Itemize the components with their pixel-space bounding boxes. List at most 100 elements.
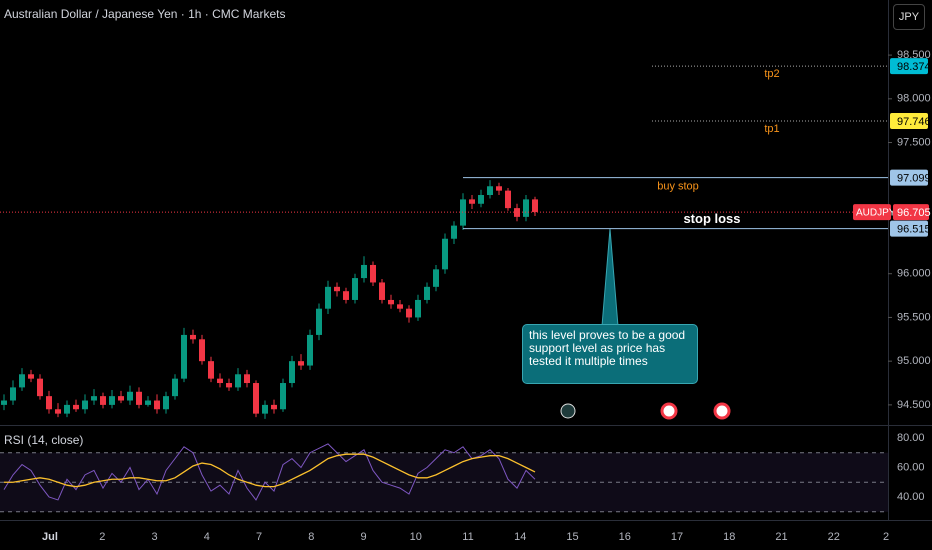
candle-body bbox=[82, 400, 88, 410]
x-tick-label: 21 bbox=[775, 531, 787, 543]
candle-body bbox=[37, 378, 43, 397]
x-tick-label: 14 bbox=[514, 531, 526, 543]
level-tag-label: 98.374 bbox=[897, 61, 931, 73]
candle-body bbox=[55, 409, 61, 414]
candle-body bbox=[388, 299, 394, 305]
candle-body bbox=[253, 383, 259, 414]
level-tag-label: 97.746 bbox=[897, 116, 931, 128]
x-tick-label: 3 bbox=[151, 531, 157, 543]
candle-body bbox=[235, 374, 241, 388]
candle-body bbox=[307, 334, 313, 366]
candle-body bbox=[496, 186, 502, 191]
rsi-tick-label: 80.00 bbox=[897, 432, 925, 444]
candle-body bbox=[397, 304, 403, 309]
candle-body bbox=[10, 387, 16, 401]
candle-body bbox=[64, 404, 70, 414]
x-tick-label: 22 bbox=[828, 531, 840, 543]
candle-body bbox=[91, 396, 97, 401]
candle-body bbox=[316, 308, 322, 335]
candle-body bbox=[361, 264, 367, 279]
level-label: buy stop bbox=[657, 181, 699, 193]
candle-body bbox=[163, 396, 169, 410]
candle-body bbox=[289, 361, 295, 384]
rsi-title: RSI (14, close) bbox=[4, 433, 83, 447]
symbol-tag-label: AUDJPY bbox=[856, 208, 896, 219]
x-tick-label: 15 bbox=[566, 531, 578, 543]
candle-body bbox=[73, 404, 79, 410]
event-icons bbox=[560, 402, 731, 420]
candle-body bbox=[199, 339, 205, 362]
x-tick-label: 2 bbox=[883, 531, 889, 543]
candle-body bbox=[505, 190, 511, 209]
rsi-ma-line bbox=[4, 453, 536, 488]
level-tag bbox=[890, 113, 928, 130]
candle-body bbox=[469, 199, 475, 204]
level-tag-label: 96.515 bbox=[897, 224, 931, 236]
candle-body bbox=[244, 374, 250, 384]
last-price-tag bbox=[893, 204, 929, 221]
y-tick-label: 95.500 bbox=[897, 311, 931, 323]
candle-body bbox=[433, 269, 439, 287]
candle-body bbox=[343, 291, 349, 300]
y-tick-label: 98.500 bbox=[897, 49, 931, 61]
x-tick-label: 9 bbox=[360, 531, 366, 543]
candle-body bbox=[415, 299, 421, 318]
candle-body bbox=[487, 186, 493, 196]
candle-body bbox=[280, 383, 286, 410]
event-icon[interactable] bbox=[713, 402, 731, 420]
candle-body bbox=[334, 286, 340, 292]
candle-body bbox=[262, 404, 268, 414]
candle-body bbox=[532, 199, 538, 213]
candle-body bbox=[370, 264, 376, 283]
annotation: this level proves to be a good support l… bbox=[522, 324, 698, 384]
candle-body bbox=[451, 225, 457, 239]
candle-body bbox=[325, 286, 331, 309]
candle-body bbox=[298, 361, 304, 366]
level-tag bbox=[890, 169, 928, 186]
candle-body bbox=[271, 404, 277, 410]
candle-body bbox=[217, 378, 223, 384]
y-tick-label: 97.500 bbox=[897, 136, 931, 148]
candle-body bbox=[523, 199, 529, 217]
x-tick-label: 18 bbox=[723, 531, 735, 543]
level-tag bbox=[890, 58, 928, 75]
level-label: stop loss bbox=[683, 211, 740, 226]
event-icon[interactable] bbox=[660, 402, 678, 420]
candle-body bbox=[208, 361, 214, 379]
y-tick-label: 96.000 bbox=[897, 268, 931, 280]
last-price-label: 96.705 bbox=[897, 207, 931, 219]
candle-body bbox=[226, 383, 232, 388]
candle-body bbox=[424, 286, 430, 300]
candle-body bbox=[172, 378, 178, 397]
level-tag bbox=[890, 220, 928, 237]
currency-button[interactable]: JPY bbox=[893, 4, 925, 30]
candle-body bbox=[181, 334, 187, 379]
x-tick-label: 16 bbox=[619, 531, 631, 543]
candle-body bbox=[145, 400, 151, 405]
level-label: tp2 bbox=[764, 68, 779, 80]
event-icon[interactable] bbox=[560, 403, 576, 419]
y-tick-label: 94.500 bbox=[897, 399, 931, 411]
candle-body bbox=[1, 400, 7, 405]
x-tick-label: 2 bbox=[99, 531, 105, 543]
level-tag-label: 97.099 bbox=[897, 173, 931, 185]
y-tick-label: 95.000 bbox=[897, 355, 931, 367]
x-tick-label: 8 bbox=[308, 531, 314, 543]
rsi-tick-label: 60.00 bbox=[897, 461, 925, 473]
chart-title: Australian Dollar / Japanese Yen · 1h · … bbox=[4, 7, 285, 21]
x-tick-label: 7 bbox=[256, 531, 262, 543]
rsi-tick-label: 40.00 bbox=[897, 491, 925, 503]
x-tick-label: 11 bbox=[462, 531, 473, 543]
x-tick-label: 10 bbox=[410, 531, 422, 543]
level-label: tp1 bbox=[764, 123, 779, 135]
candle-body bbox=[379, 282, 385, 300]
x-tick-label: 17 bbox=[671, 531, 683, 543]
candle-body bbox=[118, 396, 124, 401]
candle-body bbox=[154, 400, 160, 410]
candle-body bbox=[442, 238, 448, 270]
symbol-tag bbox=[853, 204, 891, 221]
candle-body bbox=[127, 391, 133, 401]
